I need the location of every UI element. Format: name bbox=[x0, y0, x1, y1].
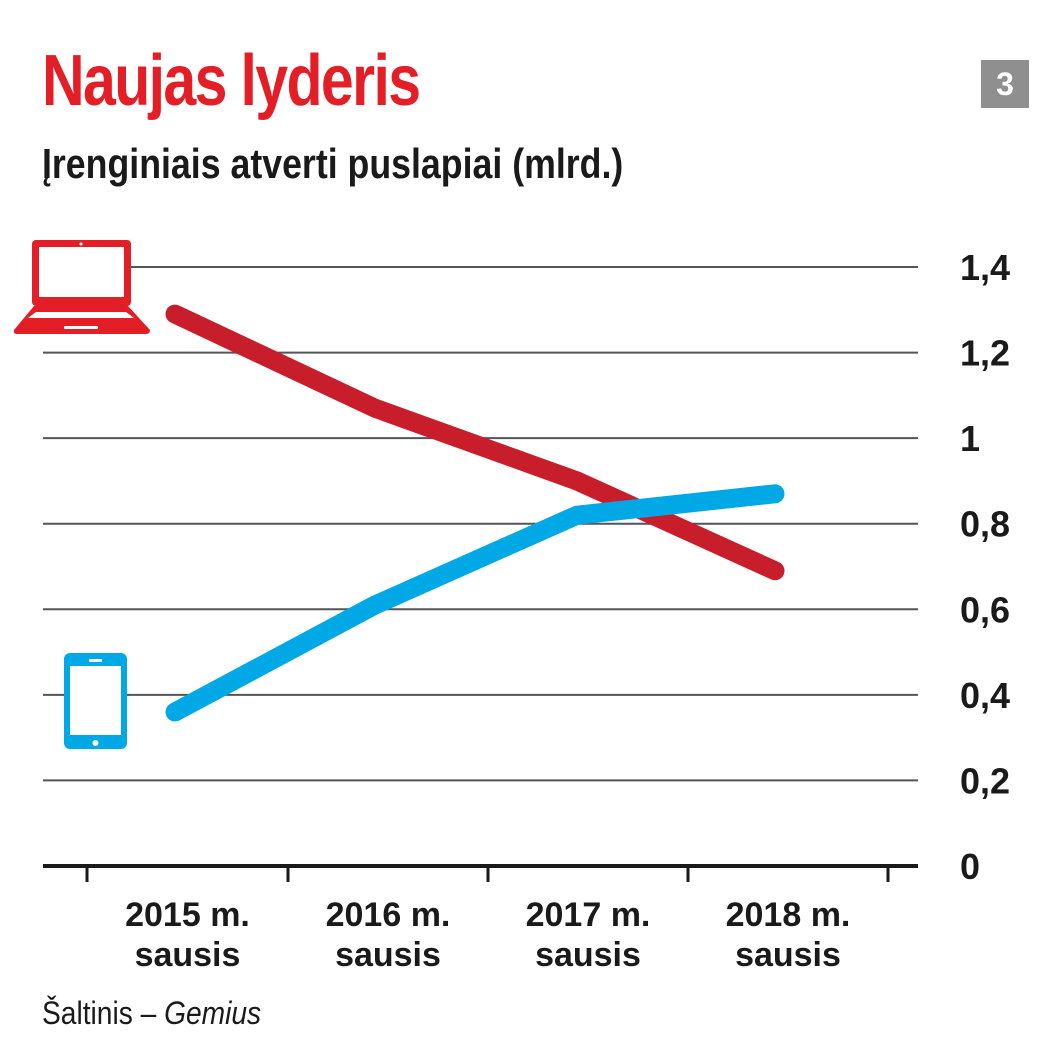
x-tick-label: sausis bbox=[735, 936, 841, 974]
data-point-mobile bbox=[774, 493, 776, 495]
data-point-mobile bbox=[174, 711, 176, 713]
y-tick-label: 1,4 bbox=[960, 247, 1010, 288]
y-tick-label: 1,2 bbox=[960, 333, 1010, 374]
x-tick-label: sausis bbox=[535, 936, 641, 974]
page-badge: 3 bbox=[981, 60, 1029, 108]
data-point-computer bbox=[774, 570, 776, 572]
series-line-mobile bbox=[165, 484, 785, 722]
y-tick-label: 0 bbox=[960, 846, 980, 887]
x-tick-label: 2018 m. bbox=[726, 896, 851, 934]
source-name: Gemius bbox=[164, 995, 262, 1031]
data-point-computer bbox=[576, 480, 578, 482]
x-tick-label: 2017 m. bbox=[526, 896, 651, 934]
x-tick-label: 2015 m. bbox=[125, 896, 250, 934]
y-tick-label: 0,6 bbox=[960, 589, 1010, 630]
tablet-icon bbox=[64, 653, 127, 749]
data-point-mobile bbox=[576, 514, 578, 516]
source-note: Šaltinis – Gemius bbox=[42, 995, 261, 1032]
x-tick-label: 2016 m. bbox=[326, 896, 451, 934]
chart-subtitle: Įrenginiais atverti puslapiai (mlrd.) bbox=[42, 140, 624, 187]
y-tick-label: 0,4 bbox=[960, 675, 1010, 716]
laptop-icon bbox=[13, 240, 150, 334]
source-label: Šaltinis – bbox=[42, 995, 165, 1031]
y-tick-label: 1 bbox=[960, 418, 980, 459]
data-point-mobile bbox=[374, 604, 376, 606]
x-tick-label: sausis bbox=[335, 936, 441, 974]
data-point-computer bbox=[174, 313, 176, 315]
y-tick-label: 0,8 bbox=[960, 504, 1010, 545]
chart-title: Naujas lyderis bbox=[42, 41, 421, 121]
x-tick-label: sausis bbox=[135, 936, 241, 974]
y-tick-label: 0,2 bbox=[960, 760, 1010, 801]
series-line-computer bbox=[165, 304, 785, 581]
data-point-computer bbox=[374, 407, 376, 409]
